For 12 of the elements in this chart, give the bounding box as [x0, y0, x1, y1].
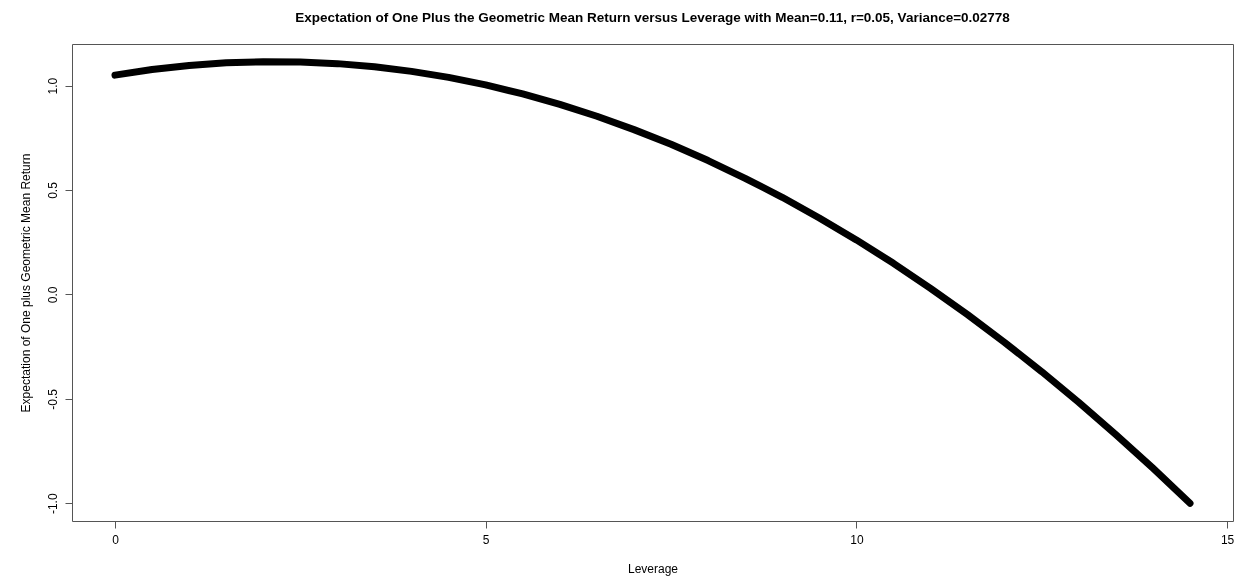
y-axis-title: Expectation of One plus Geometric Mean Return	[18, 153, 33, 413]
y-tick-label: 1.0	[45, 77, 60, 95]
x-tick-label: 0	[112, 532, 120, 547]
x-tick-label: 5	[482, 532, 490, 547]
x-tick-label: 15	[1220, 532, 1235, 547]
x-axis-title: Leverage	[627, 561, 679, 576]
x-tick-label: 10	[850, 532, 864, 547]
y-tick-label: 0.0	[45, 286, 60, 304]
y-tick-label: -0.5	[45, 388, 60, 410]
chart-title: Expectation of One Plus the Geometric Mean Return versus Leverage with Mean=0.11, r=0.05, Variance=0.02778	[295, 9, 1011, 25]
y-tick-label: -1.0	[45, 493, 60, 515]
y-tick-label: 0.5	[45, 181, 60, 199]
